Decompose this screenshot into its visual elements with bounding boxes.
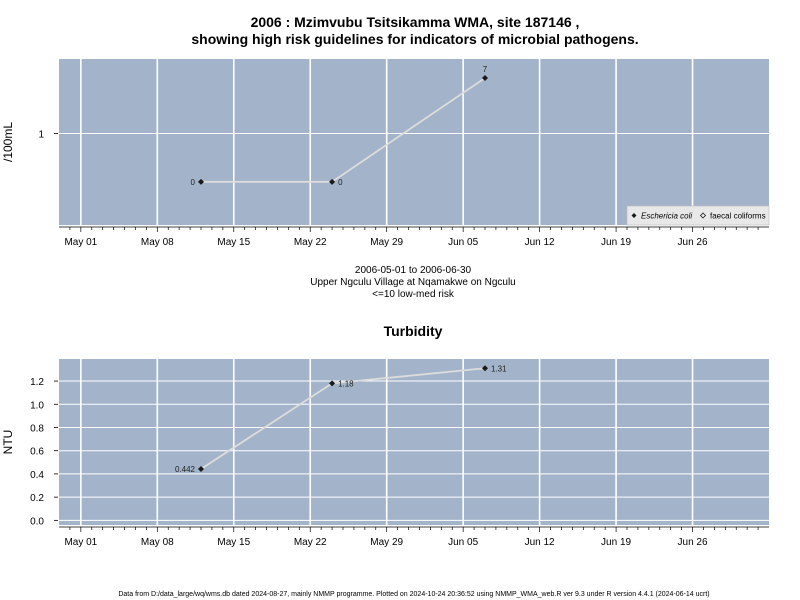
turbidity-data-point <box>198 466 204 473</box>
chart-legend: Eschericia coli faecal coliforms <box>626 205 770 226</box>
chart-title-line2: showing high risk guidelines for indicat… <box>191 31 638 47</box>
turbidity-data-label: 1.31 <box>491 364 507 373</box>
footer-note: Data from D:/data_large/wq/wms.db dated … <box>118 591 709 598</box>
turbidity-y-tick-label: 0.4 <box>30 470 44 481</box>
turbidity-x-tick-label: Jun 05 <box>448 537 478 548</box>
turbidity-y-tick-label: 1.2 <box>30 377 44 388</box>
turbidity-x-tick-label: Jun 26 <box>678 537 708 548</box>
microbial-x-tick-label: May 15 <box>217 237 250 248</box>
turbidity-x-tick-label: May 15 <box>217 537 250 548</box>
microbial-data-point <box>329 178 336 185</box>
microbial-data-label: 0 <box>191 178 196 187</box>
turbidity-x-tick-label: Jun 12 <box>525 537 555 548</box>
turbidity-y-tick-label: 0.0 <box>30 516 44 527</box>
microbial-panel: May 01 May 08 May 15 May 22 May 29 Jun 05 Jun … <box>1 59 770 248</box>
caption-date-range: 2006-05-01 to 2006-06-30 <box>355 265 472 276</box>
turbidity-y-tick-label: 1.0 <box>30 400 44 411</box>
microbial-y-tick-label: 1 <box>38 130 44 141</box>
legend-label-ecoli: Eschericia coli <box>641 212 692 221</box>
caption-risk-level: <=10 low-med risk <box>372 289 455 300</box>
turbidity-x-tick-label: Jun 19 <box>601 537 631 548</box>
turbidity-title: Turbidity <box>384 323 443 339</box>
microbial-data-point <box>482 74 488 81</box>
microbial-x-tick-label: Jun 12 <box>525 237 555 248</box>
microbial-data-label: 0 <box>338 178 343 187</box>
chart-title-line1: 2006 : Mzimvubu Tsitsikamma WMA, site 18… <box>251 14 580 30</box>
turbidity-x-tick-label: May 08 <box>141 537 174 548</box>
legend-label-faecal: faecal coliforms <box>710 212 766 221</box>
microbial-x-tick-label: Jun 26 <box>678 237 708 248</box>
turbidity-y-tick-label: 0.2 <box>30 493 44 504</box>
turbidity-plot-area <box>59 359 769 525</box>
microbial-x-tick-label: Jun 19 <box>601 237 631 248</box>
turbidity-x-tick-label: May 01 <box>64 537 97 548</box>
microbial-data-point <box>198 178 204 185</box>
legend-box <box>626 205 770 226</box>
microbial-x-tick-label: May 01 <box>64 237 97 248</box>
caption-site-name: Upper Ngculu Village at Nqamakwe on Ngcu… <box>310 277 515 288</box>
turbidity-y-tick-label: 0.8 <box>30 423 44 434</box>
turbidity-y-axis-label: NTU <box>1 430 15 455</box>
microbial-x-tick-label: May 08 <box>141 237 174 248</box>
turbidity-data-label: 1.18 <box>338 379 354 388</box>
legend-marker-ecoli <box>631 213 637 218</box>
microbial-plot-area <box>59 59 769 225</box>
microbial-data-label: 7 <box>483 65 488 74</box>
legend-marker-faecal <box>700 212 706 219</box>
turbidity-y-tick-label: 0.6 <box>30 447 44 458</box>
turbidity-data-label: 0.442 <box>175 465 196 474</box>
microbial-x-tick-label: May 22 <box>294 237 327 248</box>
turbidity-x-tick-label: May 22 <box>294 537 327 548</box>
microbial-x-tick-label: May 29 <box>370 237 403 248</box>
turbidity-panel: May 01 May 08 May 15 May 22 May 29 Jun 05 Jun … <box>1 359 769 548</box>
microbial-x-tick-label: Jun 05 <box>448 237 478 248</box>
turbidity-data-point <box>329 380 336 387</box>
microbial-y-axis-label: /100mL <box>1 122 15 162</box>
turbidity-x-tick-label: May 29 <box>370 537 403 548</box>
turbidity-data-point <box>482 365 488 372</box>
